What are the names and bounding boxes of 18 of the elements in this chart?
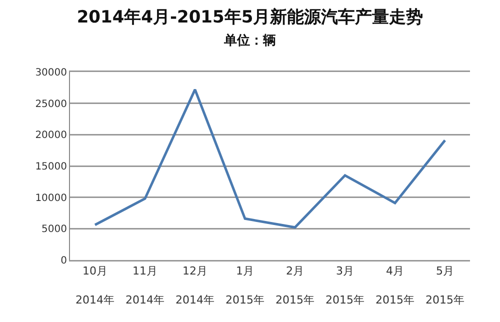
y-tick-label: 0 [60,256,67,266]
category-label: 5月 2015年 [426,264,464,306]
y-tick-label: 20000 [35,130,67,142]
chart-subtitle: 单位：辆 [223,32,276,49]
y-tick-label: 5000 [42,224,67,236]
y-tick-label: 15000 [35,162,67,172]
chart-title: 2014年4月-2015年5月新能源汽车产量走势 [76,8,424,28]
line-series [94,88,446,229]
y-tick-label: 30000 [35,68,67,78]
category-label: 1月 2015年 [226,264,264,306]
category-label: 3月 2015年 [326,264,364,306]
category-label: 12月 2014年 [176,264,214,306]
category-label: 4月 2015年 [376,264,414,306]
category-label: 2月 2015年 [276,264,314,306]
category-label: 11月 2014年 [126,264,164,306]
category-label: 10月 2014年 [76,264,114,306]
y-tick-label: 25000 [35,98,67,110]
y-tick-label: 10000 [35,192,67,204]
